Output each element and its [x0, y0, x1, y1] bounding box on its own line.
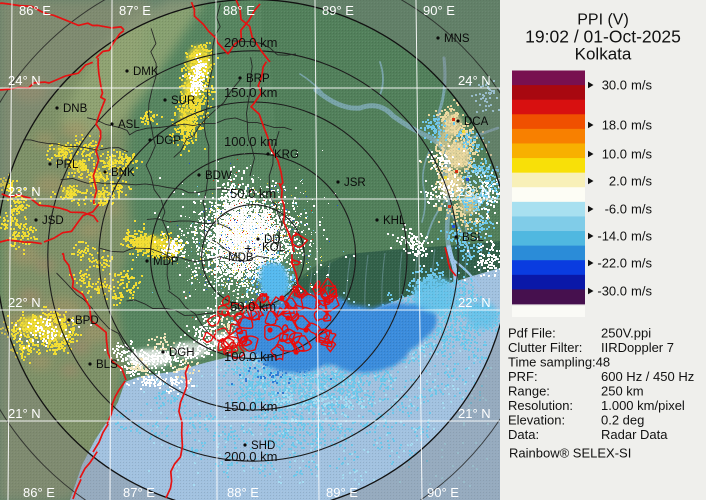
svg-text:600 Hz / 450 Hz: 600 Hz / 450 Hz	[601, 369, 694, 384]
svg-text:88° E: 88° E	[227, 485, 259, 500]
svg-text:10.0: 10.0	[602, 147, 627, 162]
svg-text:DGH: DGH	[169, 347, 195, 359]
svg-text:IIRDoppler 7: IIRDoppler 7	[601, 340, 674, 355]
svg-text:87° E: 87° E	[123, 485, 155, 500]
svg-text:22° N: 22° N	[8, 295, 41, 310]
svg-text:88° E: 88° E	[223, 3, 255, 18]
svg-text:-22.0: -22.0	[597, 256, 627, 271]
svg-text:JSR: JSR	[344, 177, 366, 189]
svg-text:SUR: SUR	[171, 95, 195, 107]
svg-text:24° N: 24° N	[458, 73, 491, 88]
svg-text:24° N: 24° N	[8, 73, 41, 88]
svg-text:ASL: ASL	[118, 119, 140, 131]
svg-text:Rainbow® SELEX-SI: Rainbow® SELEX-SI	[509, 446, 631, 461]
svg-text:Data:: Data:	[508, 427, 539, 442]
svg-text:BLS: BLS	[96, 359, 118, 371]
svg-text:SHD: SHD	[251, 440, 275, 452]
svg-text:50.0 km: 50.0 km	[230, 299, 276, 314]
svg-text:90° E: 90° E	[423, 3, 455, 18]
svg-text:m/s: m/s	[631, 118, 652, 133]
svg-text:200.0 km: 200.0 km	[224, 449, 277, 464]
svg-text:Range:: Range:	[508, 384, 550, 399]
svg-text:Clutter Filter:: Clutter Filter:	[508, 340, 582, 355]
svg-text:2.0: 2.0	[609, 174, 627, 189]
svg-text:Elevation:: Elevation:	[508, 413, 565, 428]
svg-text:BRP: BRP	[246, 73, 270, 85]
svg-text:KRG: KRG	[274, 149, 299, 161]
svg-text:86° E: 86° E	[23, 485, 55, 500]
svg-text:DNB: DNB	[63, 103, 88, 115]
svg-text:DCA: DCA	[464, 116, 489, 128]
svg-text:-6.0: -6.0	[605, 202, 627, 217]
svg-text:0.2 deg: 0.2 deg	[601, 413, 644, 428]
svg-text:150.0 km: 150.0 km	[224, 85, 277, 100]
svg-text:m/s: m/s	[631, 284, 652, 299]
svg-text:22° N: 22° N	[458, 295, 491, 310]
svg-text:m/s: m/s	[631, 229, 652, 244]
svg-text:m/s: m/s	[631, 202, 652, 217]
svg-text:100.0 km: 100.0 km	[224, 349, 277, 364]
svg-text:DGP: DGP	[156, 135, 181, 147]
svg-text:89° E: 89° E	[322, 3, 354, 18]
svg-text:Kolkata: Kolkata	[575, 45, 632, 64]
svg-text:100.0 km: 100.0 km	[224, 134, 277, 149]
svg-text:DMK: DMK	[133, 66, 159, 78]
svg-text:30.0: 30.0	[602, 78, 627, 93]
svg-text:21° N: 21° N	[458, 406, 491, 421]
svg-text:+: +	[244, 240, 252, 256]
svg-text:89° E: 89° E	[326, 485, 358, 500]
svg-text:KHL: KHL	[383, 215, 406, 227]
svg-text:19:02 / 01-Oct-2025: 19:02 / 01-Oct-2025	[525, 27, 681, 47]
svg-text:m/s: m/s	[631, 78, 652, 93]
svg-text:Resolution:: Resolution:	[508, 398, 573, 413]
svg-text:50.0 km: 50.0 km	[230, 186, 276, 201]
svg-text:PRL: PRL	[56, 159, 79, 171]
svg-text:250V.ppi: 250V.ppi	[601, 326, 651, 341]
svg-text:18.0: 18.0	[602, 118, 627, 133]
svg-text:PRF:: PRF:	[508, 369, 538, 384]
svg-text:-30.0: -30.0	[597, 284, 627, 299]
svg-text:21° N: 21° N	[8, 406, 41, 421]
svg-text:m/s: m/s	[631, 174, 652, 189]
svg-text:Pdf File:: Pdf File:	[508, 326, 556, 341]
svg-text:m/s: m/s	[631, 147, 652, 162]
svg-text:KOL: KOL	[262, 242, 286, 254]
svg-text:MDB: MDB	[228, 252, 254, 264]
svg-text:DD: DD	[264, 234, 281, 246]
svg-text:PPI (V): PPI (V)	[577, 12, 629, 29]
svg-text:87° E: 87° E	[119, 3, 151, 18]
svg-text:MNS: MNS	[444, 33, 470, 45]
svg-text:200.0 km: 200.0 km	[224, 35, 277, 50]
svg-text:1.000 km/pixel: 1.000 km/pixel	[601, 398, 685, 413]
svg-text:BPD: BPD	[75, 315, 99, 327]
svg-text:JSD: JSD	[42, 215, 64, 227]
svg-text:BDW: BDW	[205, 170, 232, 182]
svg-text:86° E: 86° E	[19, 3, 51, 18]
svg-text:Radar Data: Radar Data	[601, 427, 668, 442]
svg-text:MDP: MDP	[153, 256, 179, 268]
svg-text:m/s: m/s	[631, 256, 652, 271]
svg-text:23° N: 23° N	[8, 184, 41, 199]
svg-text:-14.0: -14.0	[597, 229, 627, 244]
svg-text:23° N: 23° N	[458, 184, 491, 199]
svg-text:250 km: 250 km	[601, 384, 644, 399]
svg-text:BSL: BSL	[462, 232, 484, 244]
svg-text:BNK: BNK	[111, 167, 135, 179]
svg-text:150.0 km: 150.0 km	[224, 399, 277, 414]
svg-text:90° E: 90° E	[427, 485, 459, 500]
svg-text:Time sampling:48: Time sampling:48	[508, 355, 610, 370]
